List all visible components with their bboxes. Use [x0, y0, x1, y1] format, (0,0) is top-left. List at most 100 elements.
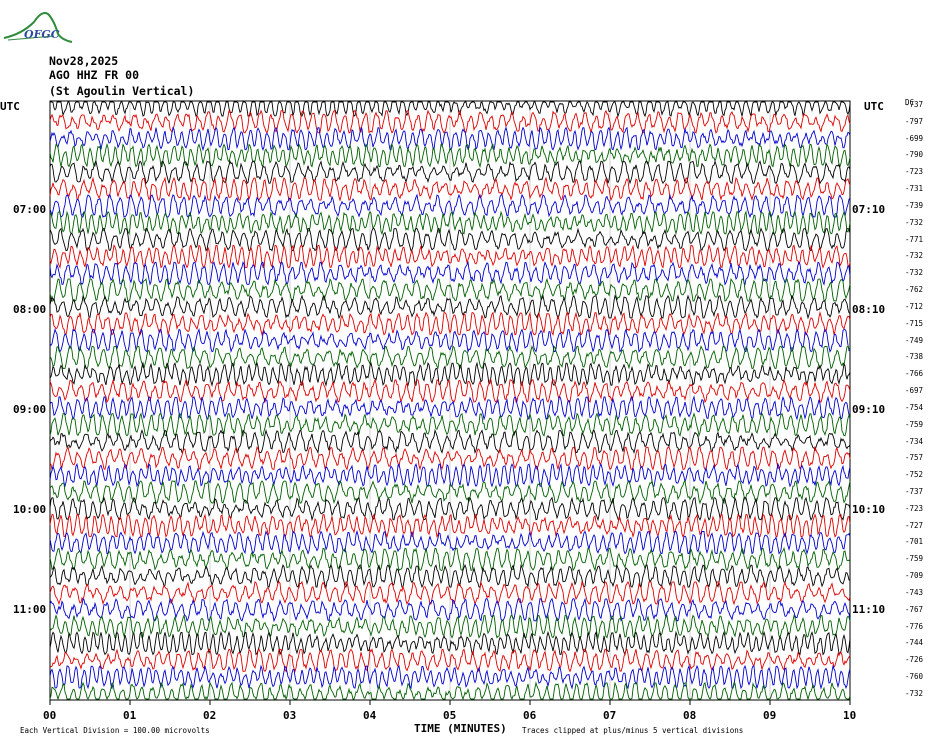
- dc-offset-label: -699: [905, 133, 924, 143]
- dc-offset-label: -732: [905, 268, 924, 278]
- x-tick-label: 05: [443, 709, 457, 722]
- dc-offset-label: -759: [905, 419, 924, 429]
- left-time-tick: 11:00: [13, 603, 47, 616]
- dc-offset-label: -697: [905, 386, 924, 396]
- x-tick-label: 07: [603, 709, 617, 722]
- dc-offset-label: -776: [905, 621, 924, 631]
- dc-offset-label: -749: [905, 335, 924, 345]
- dc-offset-label: -766: [905, 369, 924, 379]
- x-tick-label: 09: [763, 709, 777, 722]
- x-tick-label: 00: [43, 709, 57, 722]
- seismic-trace: [49, 193, 851, 219]
- seismic-trace: [49, 580, 851, 606]
- station-code: AGO HHZ FR 00: [49, 68, 140, 82]
- seismic-trace: [49, 159, 851, 185]
- dc-offset-label: -743: [905, 587, 924, 597]
- left-time-tick: 07:00: [13, 203, 47, 216]
- seismic-trace: [49, 648, 851, 673]
- dc-offset-label: -723: [905, 167, 924, 177]
- clipping-note: Traces clipped at plus/minus 5 vertical …: [522, 726, 744, 735]
- dc-offset-label: -790: [905, 150, 924, 160]
- x-tick-label: 01: [123, 709, 137, 722]
- seismic-trace: [49, 597, 851, 623]
- dc-offset-label: -762: [905, 285, 924, 295]
- dc-offset-label: -757: [905, 453, 924, 463]
- dc-offset-label: -712: [905, 301, 924, 311]
- seismic-trace: [49, 664, 851, 690]
- x-tick-label: 03: [283, 709, 297, 722]
- plot-date: Nov28,2025: [49, 54, 119, 68]
- seismic-trace: [50, 101, 851, 118]
- dc-offset-label: -732: [905, 251, 924, 261]
- seismic-trace: [49, 614, 851, 640]
- seismic-trace: [49, 361, 851, 387]
- dc-offset-label: -771: [905, 234, 924, 244]
- logo: OFGC: [2, 4, 74, 46]
- dc-offset-label: -715: [905, 318, 924, 328]
- right-time-tick: 11:10: [852, 603, 886, 616]
- seismic-trace: [49, 260, 851, 286]
- dc-offset-label: -739: [905, 200, 924, 210]
- x-tick-label: 08: [683, 709, 697, 722]
- seismic-trace: [49, 513, 851, 539]
- right-time-tick: 10:10: [852, 503, 886, 516]
- seismic-trace: [49, 142, 851, 169]
- seismic-trace: [49, 428, 851, 455]
- seismic-trace: [49, 462, 851, 488]
- seismic-trace: [49, 529, 851, 555]
- dc-offset-label: -754: [905, 402, 924, 412]
- dc-offset-label: -727: [905, 520, 924, 530]
- dc-offset-label: -731: [905, 184, 924, 194]
- dc-offset-label: -737: [905, 100, 924, 109]
- x-tick-label: 10: [843, 709, 857, 722]
- right-time-tick: 08:10: [852, 303, 886, 316]
- x-axis-title: TIME (MINUTES): [414, 722, 507, 735]
- dc-offset-label: -726: [905, 655, 924, 665]
- dc-offset-label: -797: [905, 116, 924, 126]
- seismic-trace: [49, 445, 851, 471]
- station-location: (St Agoulin Vertical): [49, 84, 195, 98]
- dc-offset-label: -759: [905, 554, 924, 564]
- dc-offset-label: -732: [905, 217, 924, 227]
- left-axis-title: UTC: [0, 100, 20, 113]
- dc-offset-label: -732: [905, 688, 924, 698]
- seismic-trace: [49, 227, 851, 252]
- logo-text: OFGC: [24, 28, 60, 41]
- dc-offset-label: -752: [905, 470, 924, 480]
- dc-offset-label: -760: [905, 672, 924, 682]
- seismic-trace: [49, 327, 851, 354]
- seismic-trace: [49, 630, 851, 657]
- dc-column-title: DC: [905, 98, 915, 107]
- vertical-division-note: Each Vertical Division = 100.00 microvol…: [20, 726, 210, 735]
- seismic-trace: [49, 378, 851, 404]
- dc-offset-label: -744: [905, 638, 924, 648]
- dc-offset-label: -709: [905, 571, 924, 581]
- left-time-tick: 09:00: [13, 403, 47, 416]
- dc-offset-label: -738: [905, 352, 924, 362]
- x-tick-label: 06: [523, 709, 537, 722]
- seismic-trace: [49, 310, 851, 337]
- mountain-logo-icon: [3, 12, 73, 43]
- seismic-trace: [49, 546, 851, 572]
- dc-offset-label: -737: [905, 486, 924, 496]
- dc-offset-label: -734: [905, 436, 924, 446]
- seismic-trace: [49, 176, 851, 202]
- x-tick-label: 02: [203, 709, 217, 722]
- seismic-trace: [49, 479, 851, 505]
- seismic-trace: [49, 412, 851, 438]
- right-axis-title: UTC: [864, 100, 884, 113]
- right-time-tick: 07:10: [852, 203, 886, 216]
- seismic-trace: [49, 109, 851, 134]
- seismic-trace: [49, 395, 851, 421]
- right-time-tick: 09:10: [852, 403, 886, 416]
- seismic-trace: [49, 210, 851, 236]
- dc-offset-label: -701: [905, 537, 924, 547]
- seismic-trace: [49, 277, 851, 303]
- seismic-trace: [49, 344, 851, 370]
- seismic-trace: [49, 243, 851, 269]
- x-tick-label: 04: [363, 709, 377, 722]
- seismic-trace: [49, 681, 851, 701]
- left-time-tick: 10:00: [13, 503, 47, 516]
- dc-offset-label: -723: [905, 503, 924, 513]
